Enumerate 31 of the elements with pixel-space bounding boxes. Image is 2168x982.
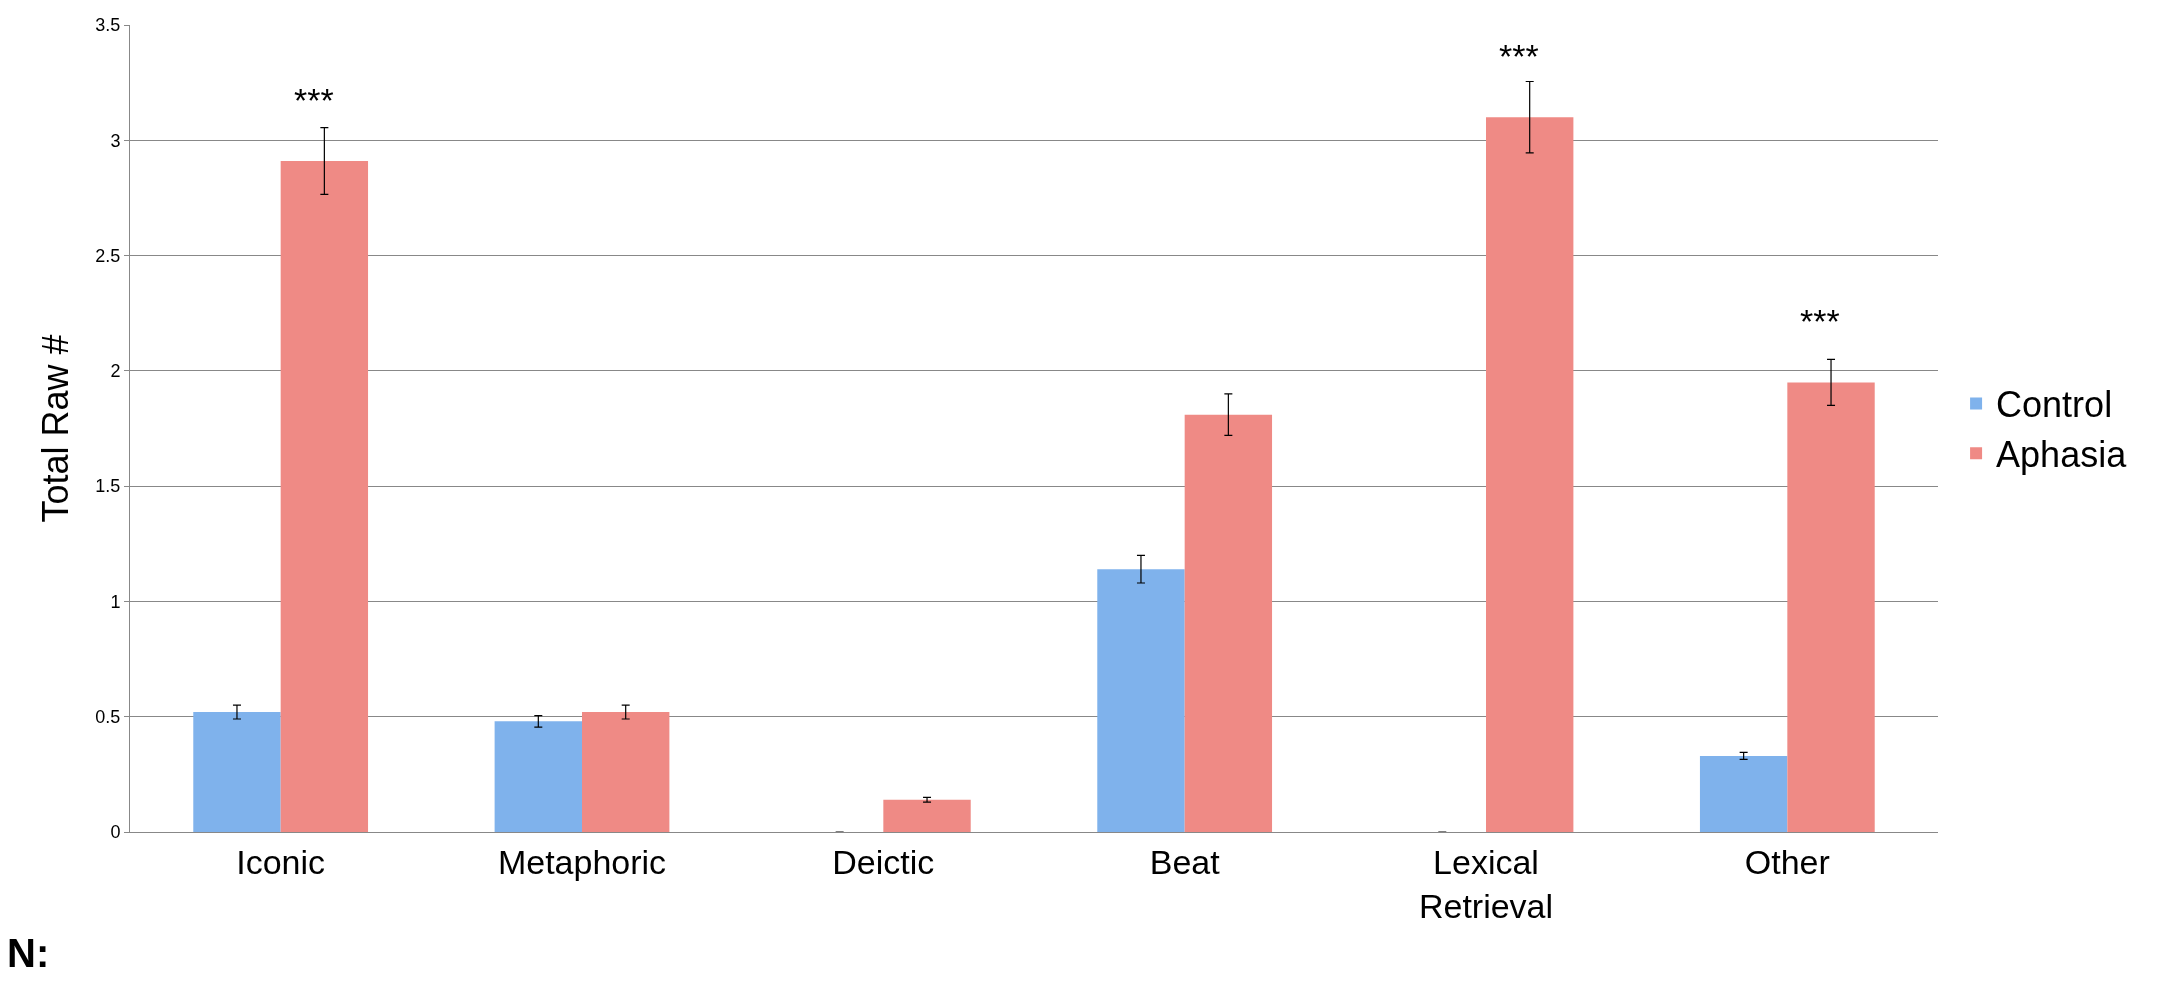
y-tick-label: 1 [110,591,121,612]
bar [494,721,582,832]
y-tick-label: 0 [110,822,121,843]
bar [1184,414,1273,832]
bar [1787,382,1875,832]
x-tick-label: Metaphoric [497,842,667,881]
bar [1097,569,1185,832]
annotation: *** [1800,302,1840,340]
y-tick-label: 3 [110,130,121,151]
bar [280,161,369,832]
x-tick-label: Beat [1149,842,1221,881]
x-tick-label: Other [1744,842,1830,881]
x-tick-label: Lexical Retrieval [1418,842,1554,925]
y-tick-label: 2.5 [95,245,121,266]
bar [883,799,971,832]
text: N: [7,931,50,975]
y-tick-label: 0.5 [95,707,121,728]
bar [582,712,670,832]
legend-label: Control [1996,384,2113,426]
x-tick-label: Iconic [236,842,326,881]
y-tick-label: 3.5 [95,15,121,36]
y-tick-label: 1.5 [95,476,121,497]
bar [1699,755,1788,832]
x-tick-label: Deictic [832,842,935,881]
y-axis-title: Total Raw # [35,334,77,523]
annotation: *** [1499,37,1539,75]
y-tick-label: 2 [110,361,121,382]
bar [1486,117,1574,832]
legend-label: Aphasia [1996,434,2128,476]
annotation: *** [294,81,334,119]
bar [193,712,281,832]
